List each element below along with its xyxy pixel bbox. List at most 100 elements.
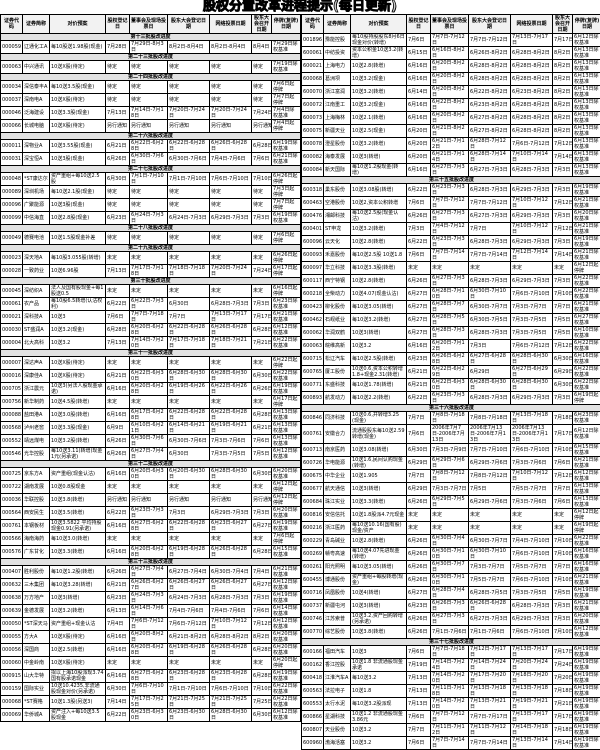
stock-name: 安徽合力	[324, 425, 351, 444]
online-vote-date: 6月28日-8月2日	[210, 631, 252, 644]
batch-group-label: 第二十七批股改进度	[1, 166, 301, 173]
board-vote-date: 7月14日-7月20日	[431, 672, 469, 685]
online-vote-date: 7月14日-7月18日	[511, 724, 553, 737]
stock-code: 001896	[302, 34, 324, 47]
stock-name: 云天化	[324, 236, 351, 249]
online-vote-date: 6月26日-6月28日	[210, 546, 252, 559]
batch-group-label: 第三十三批股改进度	[1, 559, 301, 566]
stock-name: 盐田港A	[23, 409, 50, 422]
suspend-resume-date: 6月20日除权基准	[573, 210, 600, 223]
proposal: 10送X股(待定)	[50, 357, 106, 370]
suspend-resume-date: 6月23日除权基准	[272, 298, 301, 311]
board-vote-date: 6月22日-6月30日	[130, 370, 168, 383]
board-vote-date: 7月6日-7月10日	[130, 683, 168, 696]
suspend-resume-date: 6月19日除权基准	[573, 236, 600, 249]
online-vote-date: 6月19日-6月21日	[210, 422, 252, 435]
meeting-date: 7月24日	[252, 265, 272, 278]
registration-date: 另行通知	[106, 120, 130, 133]
meeting-date: 7月10日	[553, 444, 573, 457]
meeting-date: 8月2日	[553, 86, 573, 99]
stock-code: 600318	[302, 184, 324, 197]
proposal: 10送3.8(转增)	[50, 494, 106, 507]
meeting-register-date: 7月17日-7月18日	[168, 337, 210, 350]
proposal: 10送3.08股(转增)	[351, 184, 407, 197]
board-vote-date: 7月7日-7月12日	[431, 711, 469, 724]
proposal: 每10送3.05(转增)	[351, 561, 407, 574]
stock-code: 000639	[1, 605, 23, 618]
board-vote-date: 待定	[130, 199, 168, 212]
meeting-register-date: 6月28日-6月30日	[469, 379, 511, 392]
board-vote-date: 6月30日-7月10日	[431, 574, 469, 587]
proposal: 资产重组+每10送2.5股	[50, 173, 106, 186]
proposal: 10送0.6,并转增3.25(现金)	[351, 412, 407, 425]
meeting-date: 待定	[252, 186, 272, 199]
page-title: 股权分置改革进程提示(每日更新)	[0, 0, 600, 14]
board-vote-date: 7月8日-7月18日	[431, 412, 469, 425]
meeting-register-date: 6月28日-8月2日	[469, 73, 511, 86]
online-vote-date: 6月29日-7月3日	[511, 236, 553, 249]
meeting-register-date: 待定	[168, 232, 210, 245]
board-vote-date: 7月14日-7月18日	[130, 107, 168, 120]
proposal: 法人及国有股现金+每1股送0.5	[50, 285, 106, 298]
registration-date: 6月23日	[407, 600, 431, 613]
suspend-resume-date: 6月22日除权基准	[573, 535, 600, 548]
meeting-date: 待定	[252, 61, 272, 74]
stock-name: 深纺织A	[23, 285, 50, 298]
online-vote-date: 6月26日-6月28日	[210, 140, 252, 153]
registration-date: 6月21日	[407, 379, 431, 392]
suspend-resume-date: 6月12日起停牌	[573, 262, 600, 275]
meeting-register-date: 6月24日-7月3日	[168, 212, 210, 225]
board-vote-date: 6月30日-7月6日	[130, 153, 168, 166]
registration-date: 6月22日	[106, 298, 130, 311]
stock-name: 青岛碱业	[324, 535, 351, 548]
online-vote-date: 6月28日-8月2日	[511, 99, 553, 112]
stock-name: 华立科技	[324, 262, 351, 275]
suspend-resume-date: 7月6日起停牌	[272, 533, 301, 546]
registration-date: 6月16日	[106, 546, 130, 559]
suspend-resume-date: 6月19日除权基准	[573, 659, 600, 672]
proposal: 10送2.1(转增)	[351, 112, 407, 125]
stock-code: 000725	[1, 468, 23, 481]
suspend-resume-date: 6月22日除权基准	[272, 337, 301, 350]
registration-date: 6月22日	[407, 392, 431, 405]
proposal: 10送3.5(转增)	[50, 507, 106, 520]
meeting-date: 7月5日	[553, 314, 573, 327]
registration-date: 6月26日	[407, 210, 431, 223]
proposal: 10送1.8股派4.7元现金	[351, 509, 407, 522]
registration-date: 待定	[106, 232, 130, 245]
online-vote-date: 7月13日-7月18日	[511, 412, 553, 425]
meeting-register-date: 待定	[168, 81, 210, 94]
stock-name: ST申龙	[324, 223, 351, 236]
registration-date: 6月16日	[407, 73, 431, 86]
registration-date: 7月6日	[407, 711, 431, 724]
batch-group-header: 第十三批股改进度	[1, 34, 301, 41]
proposal: 每10股6.5转增(认沽权利)	[50, 298, 106, 311]
proposal: 每10送3.28(转增)	[50, 579, 106, 592]
meeting-register-date: 7月21日-7月25日	[168, 696, 210, 709]
suspend-resume-date: 6月15日除权基准	[272, 546, 301, 559]
proposal: 10送3股(现金)	[50, 153, 106, 166]
suspend-resume-date: 6月13日除权基准	[573, 112, 600, 125]
registration-date: 6月16日	[106, 670, 130, 683]
stock-name: 湖南发展	[23, 481, 50, 494]
stock-name: 深信泰丰A	[23, 81, 50, 94]
suspend-resume-date: 7月3日起停牌	[272, 186, 301, 199]
stock-code: 600675	[302, 470, 324, 483]
meeting-register-date: 7月12日-7月17日	[469, 646, 511, 659]
stock-code: 000089	[1, 186, 23, 199]
stock-name: 新天国际	[324, 164, 351, 177]
stock-name: 金德发展	[23, 605, 50, 618]
